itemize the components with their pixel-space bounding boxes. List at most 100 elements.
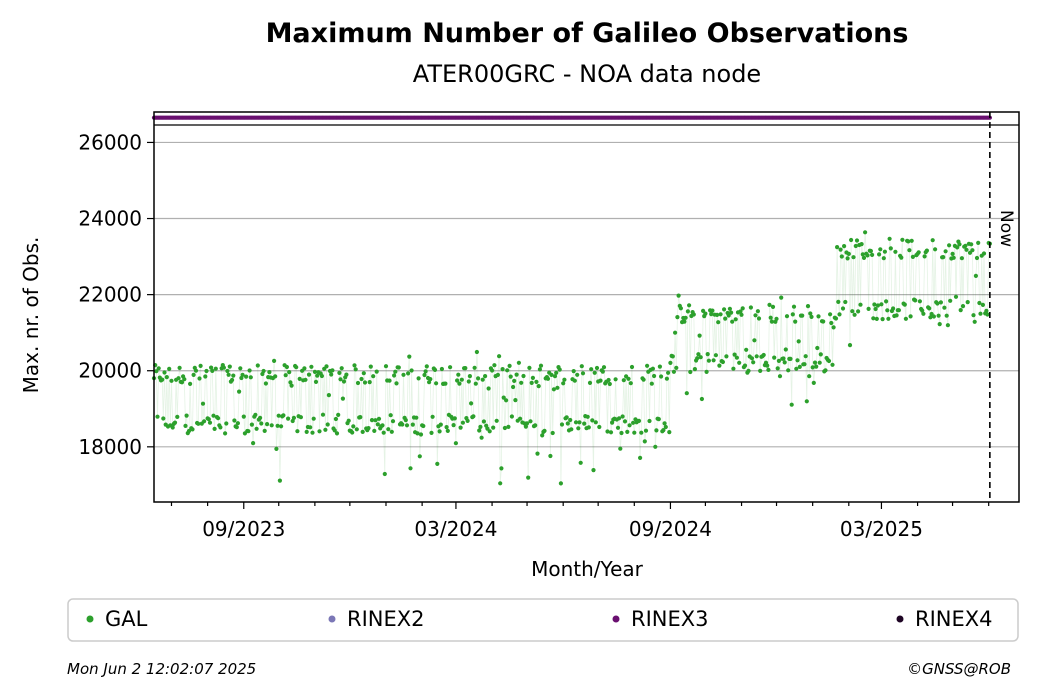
gal-point <box>931 314 937 319</box>
gal-point <box>891 306 896 311</box>
gal-point <box>845 256 850 261</box>
gal-point <box>580 371 586 376</box>
gal-point <box>498 481 503 486</box>
gal-point <box>840 306 846 311</box>
gal-point <box>726 313 731 318</box>
gal-point <box>226 372 231 377</box>
gal-point <box>683 315 688 320</box>
gal-point <box>491 425 496 430</box>
gal-point <box>172 420 178 425</box>
gal-point <box>559 422 565 427</box>
gal-point <box>240 372 245 377</box>
gal-point <box>589 367 594 372</box>
gal-point <box>789 402 794 407</box>
gal-point <box>809 314 814 319</box>
gal-point <box>723 316 728 321</box>
gal-point <box>682 319 687 324</box>
gal-point <box>748 305 754 310</box>
gal-point <box>272 358 277 363</box>
gal-point <box>466 379 471 384</box>
gal-point <box>742 363 748 368</box>
gal-point <box>234 425 239 430</box>
gal-point <box>516 360 522 365</box>
gal-point <box>873 306 878 312</box>
gal-point <box>164 375 169 380</box>
gal-point <box>772 355 777 360</box>
gal-point <box>795 358 800 363</box>
gal-point <box>298 415 303 420</box>
gal-point <box>859 242 864 247</box>
gal-point <box>534 379 539 384</box>
legend-label: GAL <box>105 607 148 631</box>
now-label: Now <box>996 210 1016 247</box>
gal-point <box>815 345 820 351</box>
gal-point <box>308 425 313 430</box>
gal-point <box>636 418 642 423</box>
gal-point <box>573 420 579 425</box>
gal-point <box>781 356 786 361</box>
gal-point <box>685 309 691 314</box>
gal-point <box>183 423 188 428</box>
gal-point <box>265 422 270 427</box>
gal-point <box>404 423 410 428</box>
gal-point <box>661 428 666 433</box>
gal-point <box>295 429 300 434</box>
gal-point <box>312 369 317 374</box>
gal-point <box>662 421 667 426</box>
gal-point <box>304 429 309 434</box>
gal-point <box>619 430 624 436</box>
gal-point <box>710 308 715 313</box>
gal-point <box>858 302 863 307</box>
gal-point <box>291 415 296 420</box>
gal-point <box>273 374 278 379</box>
gal-point <box>269 423 274 428</box>
gal-point <box>950 251 955 256</box>
gal-point <box>297 376 302 381</box>
gal-point <box>716 320 721 325</box>
gal-point <box>829 320 834 326</box>
gal-point <box>371 374 376 379</box>
gal-point <box>821 319 826 324</box>
gal-point <box>302 366 307 371</box>
gal-point <box>944 313 949 318</box>
gal-point <box>744 347 749 352</box>
gal-point <box>718 312 723 317</box>
gal-point <box>896 308 902 313</box>
gal-point <box>421 423 426 429</box>
gal-point <box>362 380 368 385</box>
gal-point <box>481 419 486 424</box>
gal-point <box>902 302 907 307</box>
gal-point <box>754 354 759 359</box>
gal-point <box>216 416 221 421</box>
gal-point <box>458 425 463 430</box>
gal-point <box>249 422 254 427</box>
gal-point <box>467 374 472 379</box>
gal-point <box>289 383 294 388</box>
gal-point <box>576 426 581 431</box>
gal-point <box>155 414 160 419</box>
gal-point <box>453 441 458 446</box>
gal-point <box>341 379 347 384</box>
gal-point <box>344 372 349 377</box>
gal-point <box>255 363 260 368</box>
gal-point <box>740 306 745 311</box>
gal-point <box>424 364 429 369</box>
gal-point <box>965 300 970 305</box>
gal-point <box>734 355 740 360</box>
gal-point <box>746 368 751 373</box>
gal-point <box>392 373 397 378</box>
gal-point <box>920 308 925 313</box>
gal-point <box>836 299 841 304</box>
gal-point <box>196 421 201 426</box>
legend-marker <box>896 615 904 623</box>
gal-point <box>861 255 867 260</box>
gal-point <box>978 311 983 316</box>
gal-point <box>674 365 679 370</box>
gal-point <box>253 412 258 417</box>
gal-point <box>823 368 828 373</box>
gal-point <box>963 243 968 248</box>
gal-point <box>752 338 757 343</box>
gal-point <box>765 363 770 368</box>
gal-point <box>943 249 948 254</box>
gal-point <box>283 373 288 378</box>
